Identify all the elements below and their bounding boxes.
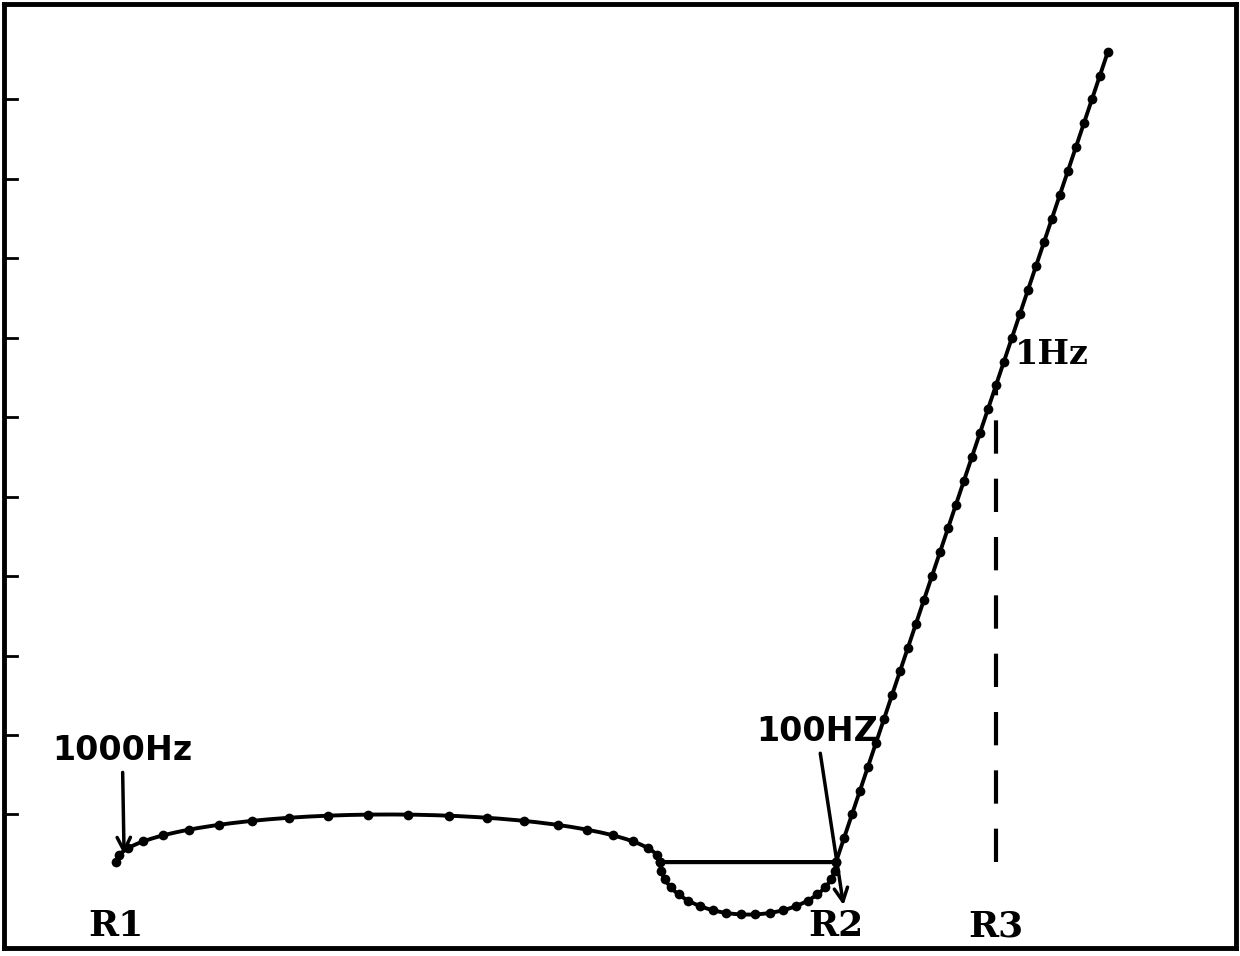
Text: R3: R3 xyxy=(968,909,1023,944)
Text: R2: R2 xyxy=(808,909,863,944)
Text: 100HZ: 100HZ xyxy=(756,715,878,902)
Text: 1Hz: 1Hz xyxy=(1016,338,1089,371)
Text: 1000Hz: 1000Hz xyxy=(52,734,192,851)
Text: R1: R1 xyxy=(88,909,144,944)
